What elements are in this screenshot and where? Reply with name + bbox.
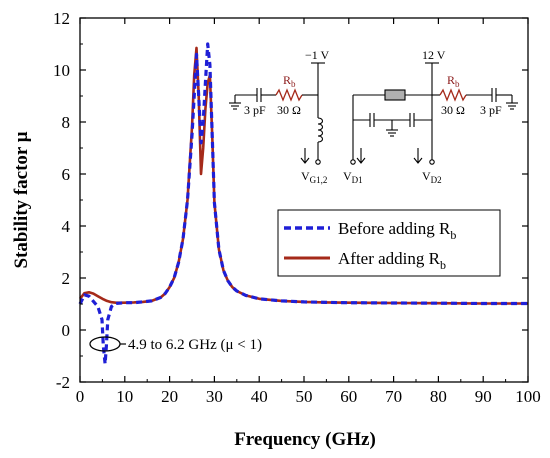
series-line-before [78, 42, 528, 366]
x-axis-title: Frequency (GHz) [234, 429, 376, 450]
circuit-labels: −1 V Rb 30 Ω 3 pF VG1,2 12 V Rb 30 Ω 3 p… [244, 48, 502, 185]
legend-label-before: Before adding Rb [338, 219, 456, 242]
gate-rb-label: Rb [283, 73, 296, 89]
legend: Before adding Rb After adding Rb [277, 209, 501, 277]
circuit-inset [229, 62, 518, 165]
x-tick-label: 10 [116, 387, 133, 406]
x-tick-label: 50 [296, 387, 313, 406]
drain-res-label: 30 Ω [441, 103, 465, 117]
axes: 0 10 20 30 40 50 60 70 80 90 100 -2 0 2 4 6 8 10 12 [53, 9, 541, 406]
x-tick-label: 90 [475, 387, 492, 406]
drain-supply-label: 12 V [422, 48, 446, 62]
annotation-label: 4.9 to 6.2 GHz (μ < 1) [128, 337, 262, 353]
y-tick-label: 4 [62, 217, 71, 236]
gate-res-label: 30 Ω [277, 103, 301, 117]
drain-rb-label: Rb [447, 73, 460, 89]
gate-bias-circuit [229, 62, 325, 165]
y-tick-label: 10 [53, 61, 70, 80]
x-tick-label: 40 [251, 387, 268, 406]
vg-label: VG1,2 [301, 169, 327, 185]
legend-label-after: After adding Rb [338, 249, 446, 272]
gate-rb-resistor-icon [275, 88, 303, 102]
y-axis-title: Stability factor μ [11, 131, 32, 268]
drain-resistor-icon [384, 89, 406, 101]
y-tick-label: -2 [56, 373, 70, 392]
y-tick-label: 6 [62, 165, 71, 184]
x-tick-label: 20 [161, 387, 178, 406]
plot-area [78, 42, 528, 366]
vd2-label: VD2 [422, 169, 442, 185]
x-tick-label: 100 [515, 387, 541, 406]
drain-cap-label: 3 pF [480, 103, 502, 117]
y-tick-label: 2 [62, 269, 71, 288]
x-tick-label: 60 [340, 387, 357, 406]
y-tick-label: 12 [53, 9, 70, 28]
x-tick-label: 0 [76, 387, 85, 406]
x-tick-label: 30 [206, 387, 223, 406]
legend-box [277, 209, 501, 277]
vd1-label: VD1 [343, 169, 363, 185]
y-tick-label: 0 [62, 321, 71, 340]
y-tick-label: 8 [62, 113, 71, 132]
drain-bias-circuit [350, 62, 518, 165]
drain-rb-resistor-icon [439, 88, 467, 102]
plot-frame [79, 17, 529, 383]
gate-supply-label: −1 V [305, 48, 330, 62]
gate-inductor-icon [317, 117, 324, 143]
x-tick-label: 80 [430, 387, 447, 406]
stability-annotation: 4.9 to 6.2 GHz (μ < 1) [89, 336, 262, 353]
x-tick-label: 70 [385, 387, 402, 406]
gate-cap-label: 3 pF [244, 103, 266, 117]
